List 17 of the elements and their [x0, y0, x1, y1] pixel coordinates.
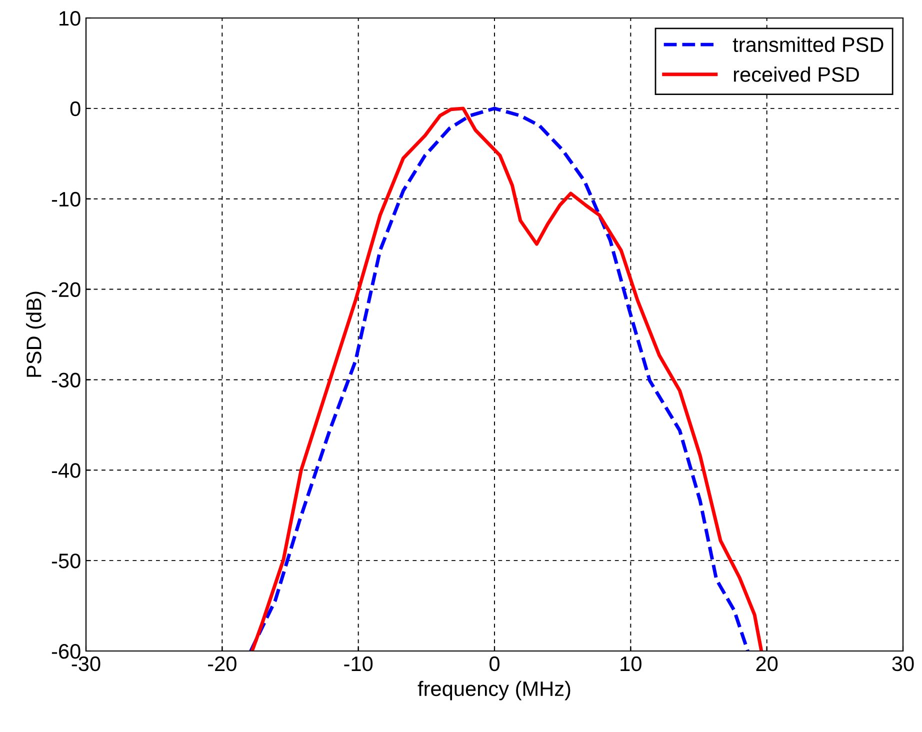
y-axis-title: PSD (dB) — [26, 292, 46, 377]
y-tick-label: -40 — [52, 463, 80, 478]
y-tick-label: 0 — [70, 101, 80, 116]
x-tick-label: 20 — [756, 656, 778, 672]
y-tick-label: -30 — [52, 372, 80, 388]
x-tick-label: 0 — [490, 656, 500, 672]
legend-label: transmitted PSD — [732, 36, 884, 52]
legend-label: received PSD — [734, 66, 859, 82]
y-tick-label: -50 — [52, 554, 80, 568]
x-tick-label: 10 — [620, 656, 642, 672]
y-tick-label: -20 — [52, 282, 80, 298]
y-tick-label: -10 — [52, 192, 80, 207]
y-tick-label: 10 — [60, 11, 80, 26]
x-tick-label: 30 — [892, 656, 914, 672]
x-tick-label: -20 — [208, 656, 236, 672]
x-axis-title: frequency (MHz) — [418, 680, 570, 700]
x-tick-label: -10 — [344, 656, 373, 672]
